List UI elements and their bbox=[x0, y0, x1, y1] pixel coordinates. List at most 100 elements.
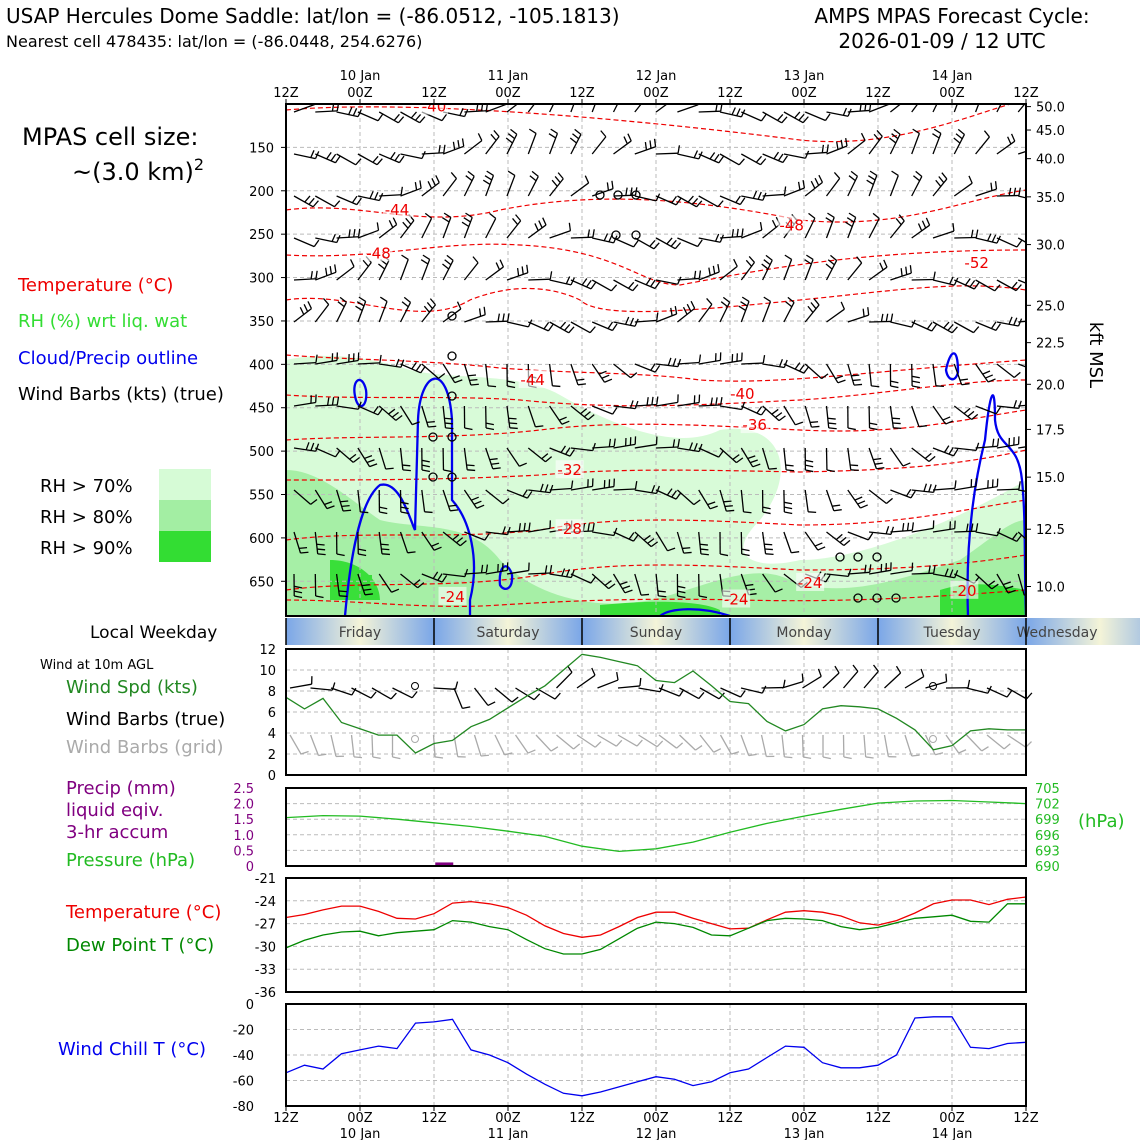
wind-barb-feather bbox=[731, 107, 736, 116]
wind-barb-feather bbox=[719, 234, 724, 243]
wind-barb-feather bbox=[699, 543, 708, 546]
wind-barb-feather bbox=[502, 498, 510, 505]
wind-barb bbox=[1018, 446, 1026, 449]
wind-barb-feather bbox=[718, 155, 725, 164]
wind-barb-staff bbox=[825, 178, 841, 197]
wind-barb bbox=[932, 568, 959, 579]
wind-barb-feather bbox=[379, 506, 388, 510]
wind-barb-feather bbox=[358, 553, 367, 557]
wind-barb-feather bbox=[424, 511, 433, 514]
wind-barb-feather bbox=[357, 401, 362, 410]
pressure-tick-label: 450 bbox=[249, 402, 274, 417]
wind-barb-staff bbox=[804, 217, 816, 239]
wind-barb bbox=[464, 531, 490, 541]
wind-barb-feather bbox=[565, 569, 570, 577]
wind-barb bbox=[825, 254, 838, 281]
wind-barb bbox=[485, 130, 500, 155]
wind-barb-feather bbox=[486, 170, 494, 176]
wind-barb bbox=[762, 359, 788, 369]
wind-barb-feather bbox=[472, 256, 479, 264]
wind-barb-staff bbox=[357, 153, 378, 166]
wind-barb-feather bbox=[304, 195, 311, 203]
wind-barb-feather bbox=[312, 200, 319, 208]
wind-barb-feather bbox=[771, 219, 777, 228]
wind-barb-staff bbox=[293, 361, 316, 365]
wind-barb-feather bbox=[675, 492, 682, 500]
wind-barb bbox=[293, 573, 303, 599]
wind-barb bbox=[996, 436, 1020, 449]
calm-wind-circle bbox=[447, 391, 457, 401]
wind-barb-staff bbox=[378, 260, 390, 281]
wind-barb-staff bbox=[357, 489, 361, 512]
wind-barb-feather bbox=[828, 422, 837, 425]
wind-barb bbox=[975, 181, 998, 197]
wind-barb-feather bbox=[444, 417, 453, 420]
wind-barb-feather bbox=[352, 457, 360, 463]
wind-barb bbox=[804, 531, 826, 551]
weekday-band bbox=[730, 618, 878, 645]
wind-barb-feather bbox=[926, 322, 933, 330]
wind-barb-staff bbox=[698, 359, 721, 365]
wind-barb bbox=[314, 195, 341, 208]
legend-wind-spd: Wind Spd (kts) bbox=[66, 677, 198, 698]
wind-barb-feather bbox=[446, 254, 454, 261]
wind-barb-feather bbox=[783, 359, 788, 368]
wind-barb-true bbox=[699, 687, 725, 700]
wind-barb-feather bbox=[915, 170, 923, 177]
temperature-contour-label: -40 bbox=[730, 385, 755, 403]
wind-barb-staff bbox=[335, 573, 341, 596]
wind-barb-true bbox=[720, 687, 746, 698]
wind-barb-staff bbox=[889, 405, 894, 428]
wind-barb-feather bbox=[807, 305, 814, 313]
wind-barb-feather bbox=[912, 128, 920, 134]
wind-barb-feather bbox=[869, 170, 878, 176]
kft-tick-label: 12.5 bbox=[1036, 523, 1065, 538]
wind-barb-feather bbox=[846, 217, 855, 223]
wind-barb-feather bbox=[904, 91, 908, 98]
wind-barb-feather bbox=[869, 427, 878, 431]
wind-barb-staff bbox=[655, 313, 677, 323]
wind-barb-feather bbox=[535, 425, 544, 428]
wind-barb-grid bbox=[986, 734, 1011, 750]
wind-barb bbox=[676, 489, 701, 506]
wind-barb-true bbox=[597, 672, 619, 689]
wind-barb-feather bbox=[318, 753, 327, 757]
wind-barb-feather bbox=[477, 133, 483, 141]
wind-barb-feather bbox=[448, 504, 457, 507]
wind-barb-feather bbox=[677, 439, 681, 448]
wind-barb bbox=[485, 313, 510, 323]
chill-tick-label: 0 bbox=[246, 998, 254, 1013]
bottom-date-label: 12 Jan bbox=[636, 1127, 677, 1140]
wind-barb-feather bbox=[909, 265, 912, 274]
chill-tick-label: -40 bbox=[233, 1049, 254, 1064]
wind-barb-feather bbox=[456, 537, 464, 544]
kft-tick-label: 20.0 bbox=[1036, 378, 1065, 393]
wind-barb-grid bbox=[432, 734, 444, 759]
wind-barb-feather bbox=[810, 421, 819, 424]
wind-barb-feather bbox=[610, 284, 618, 292]
wind-barb bbox=[698, 531, 709, 556]
wind-barb bbox=[847, 447, 859, 472]
wind-barb-feather bbox=[690, 300, 696, 309]
legend-temperature: Temperature (°C) bbox=[17, 275, 173, 296]
wind-barb bbox=[549, 321, 575, 334]
wind-barb-staff bbox=[932, 573, 955, 579]
wind-barb-staff bbox=[591, 573, 610, 590]
wind-barb-true bbox=[433, 681, 459, 690]
wind-barb-feather bbox=[489, 458, 498, 461]
wind-barb bbox=[826, 107, 852, 117]
wind-barb-feather bbox=[957, 128, 965, 135]
wind-barb-feather bbox=[554, 175, 561, 183]
wind-barb-staff bbox=[335, 489, 344, 512]
wind-barb-feather bbox=[970, 229, 974, 238]
wind-barb bbox=[953, 405, 979, 421]
rh80-swatch bbox=[159, 500, 211, 531]
wind-barb bbox=[527, 170, 539, 197]
wind-barb-staff bbox=[570, 485, 593, 491]
wind-barb-staff bbox=[613, 488, 636, 491]
wind-barb-staff bbox=[634, 403, 657, 407]
wind-barb-feather bbox=[760, 408, 767, 416]
wind-barb-feather bbox=[1031, 539, 1037, 544]
wind-barb bbox=[463, 170, 475, 197]
wind-barb-feather bbox=[615, 739, 623, 747]
